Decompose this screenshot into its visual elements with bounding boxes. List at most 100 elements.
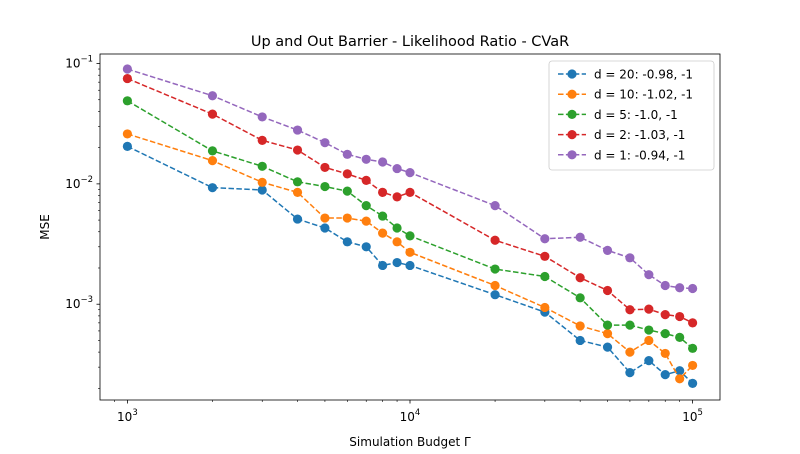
x-tick-base: 10 xyxy=(117,410,132,424)
data-point xyxy=(540,271,550,282)
data-point xyxy=(392,163,402,174)
data-point xyxy=(257,177,267,187)
data-point xyxy=(342,186,352,196)
series-1 xyxy=(122,141,698,388)
y-tick-label: 10−1 xyxy=(65,55,93,71)
legend-label: d = 10: -1.02, -1 xyxy=(594,88,693,102)
legend-marker xyxy=(567,109,577,119)
data-point xyxy=(361,242,371,252)
data-point xyxy=(688,283,698,294)
y-tick-base: 10 xyxy=(65,177,80,191)
data-point xyxy=(361,200,371,211)
data-point xyxy=(575,273,585,283)
data-point xyxy=(122,64,132,74)
data-point xyxy=(320,162,330,173)
data-point xyxy=(625,253,635,263)
data-point xyxy=(540,302,550,313)
data-point xyxy=(602,320,613,330)
data-point xyxy=(660,348,670,359)
y-tick-label: 10−2 xyxy=(65,175,93,191)
x-tick-exponent: 4 xyxy=(415,408,420,418)
legend-label: d = 1: -0.94, -1 xyxy=(594,148,685,162)
data-point xyxy=(378,260,388,271)
legend-marker xyxy=(567,130,577,140)
data-point xyxy=(688,318,698,328)
data-point xyxy=(207,146,218,156)
legend-label: d = 2: -1.03, -1 xyxy=(594,128,685,142)
series-5 xyxy=(122,64,698,294)
data-point xyxy=(361,154,371,164)
data-point xyxy=(675,332,685,343)
data-point xyxy=(320,213,330,223)
data-point xyxy=(392,237,402,247)
data-point xyxy=(490,264,500,274)
data-point xyxy=(644,270,654,280)
data-point xyxy=(490,290,500,300)
data-point xyxy=(361,175,371,185)
data-point xyxy=(122,129,132,139)
data-point xyxy=(644,325,654,335)
data-point xyxy=(405,231,415,241)
data-point xyxy=(625,320,635,330)
data-point xyxy=(392,257,402,268)
data-point xyxy=(257,135,267,145)
x-tick-exponent: 5 xyxy=(698,408,703,418)
x-tick-base: 10 xyxy=(400,410,415,424)
y-tick-base: 10 xyxy=(65,297,80,311)
data-point xyxy=(625,305,635,315)
data-point xyxy=(405,247,415,257)
series-3 xyxy=(122,96,698,353)
data-point xyxy=(207,91,218,101)
y-tick-exponent: −1 xyxy=(80,55,93,65)
legend-label: d = 5: -1.0, -1 xyxy=(594,108,678,122)
y-axis-label: MSE xyxy=(38,214,52,240)
data-point xyxy=(688,343,698,353)
y-tick-label: 10−3 xyxy=(65,295,93,311)
data-point xyxy=(660,370,670,380)
data-point xyxy=(392,223,402,233)
y-tick-exponent: −2 xyxy=(80,175,93,185)
data-point xyxy=(644,304,654,314)
data-point xyxy=(540,251,550,261)
data-point xyxy=(660,328,670,339)
data-point xyxy=(378,187,388,197)
x-tick-label: 105 xyxy=(682,408,703,424)
data-point xyxy=(675,283,685,293)
data-point xyxy=(320,223,330,233)
series-4 xyxy=(122,73,698,328)
data-point xyxy=(207,183,218,193)
data-point xyxy=(644,335,654,346)
data-point xyxy=(602,342,613,352)
data-point xyxy=(490,200,500,211)
data-point xyxy=(292,145,303,155)
data-point xyxy=(490,235,500,245)
data-point xyxy=(540,234,550,244)
data-point xyxy=(361,216,371,226)
data-point xyxy=(675,366,685,376)
legend-marker xyxy=(567,150,577,160)
data-point xyxy=(575,335,585,346)
data-point xyxy=(625,347,635,357)
data-point xyxy=(257,161,267,171)
data-point xyxy=(688,360,698,371)
chart-title: Up and Out Barrier - Likelihood Ratio - … xyxy=(251,34,569,50)
y-tick-exponent: −3 xyxy=(80,295,93,305)
data-point xyxy=(405,260,415,271)
data-point xyxy=(575,321,585,331)
data-point xyxy=(378,228,388,238)
legend-marker xyxy=(567,89,577,99)
data-point xyxy=(292,214,303,224)
legend: d = 20: -0.98, -1 d = 10: -1.02, -1 d = 5:… xyxy=(548,60,715,171)
data-point xyxy=(342,149,352,159)
data-point xyxy=(575,293,585,303)
x-tick-exponent: 3 xyxy=(132,408,137,418)
x-tick-base: 10 xyxy=(682,410,697,424)
data-point xyxy=(122,96,132,106)
data-point xyxy=(320,138,330,148)
data-point xyxy=(207,109,218,119)
data-point xyxy=(342,213,352,223)
data-point xyxy=(660,280,670,291)
